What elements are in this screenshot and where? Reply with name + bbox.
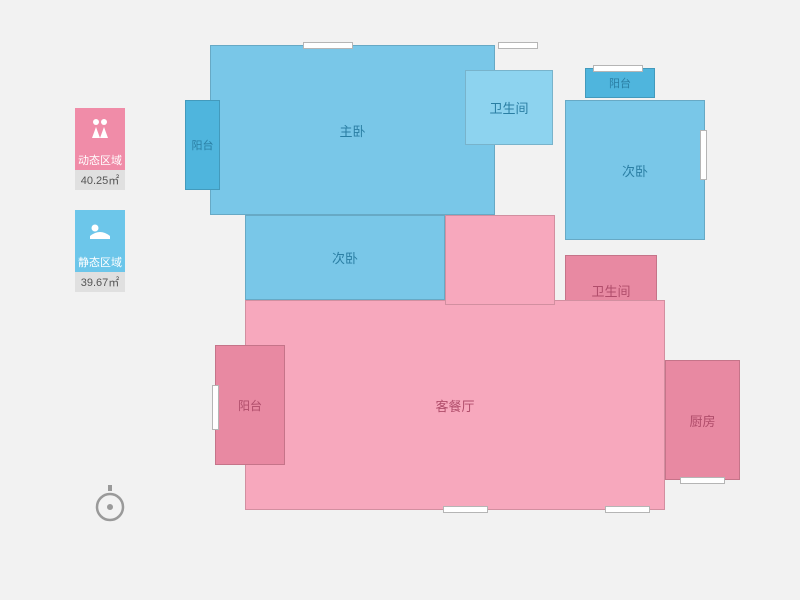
- compass-icon: [95, 485, 125, 525]
- opening: [498, 42, 538, 49]
- opening: [593, 65, 643, 72]
- room-阳台: 阳台: [185, 100, 220, 190]
- room-卫生间: 卫生间: [465, 70, 553, 145]
- opening: [680, 477, 725, 484]
- opening: [605, 506, 650, 513]
- room-客餐厅: 客餐厅: [245, 300, 665, 510]
- room-阳台: 阳台: [215, 345, 285, 465]
- room-阳台: 阳台: [585, 68, 655, 98]
- legend-panel: 动态区域 40.25㎡ 静态区域 39.67㎡: [75, 108, 135, 312]
- opening: [443, 506, 488, 513]
- legend-static-label: 静态区域: [75, 252, 125, 272]
- room-area: [445, 215, 555, 305]
- opening: [700, 130, 707, 180]
- people-icon: [75, 108, 125, 150]
- room-次卧: 次卧: [245, 215, 445, 300]
- legend-static: 静态区域 39.67㎡: [75, 210, 135, 292]
- opening: [303, 42, 353, 49]
- rest-icon: [75, 210, 125, 252]
- opening: [212, 385, 219, 430]
- room-次卧: 次卧: [565, 100, 705, 240]
- room-厨房: 厨房: [665, 360, 740, 480]
- legend-dynamic-value: 40.25㎡: [75, 170, 125, 190]
- legend-dynamic: 动态区域 40.25㎡: [75, 108, 135, 190]
- legend-dynamic-label: 动态区域: [75, 150, 125, 170]
- legend-static-value: 39.67㎡: [75, 272, 125, 292]
- room-主卧: 主卧: [210, 45, 495, 215]
- floorplan: 主卧卫生间阳台阳台次卧次卧卫生间客餐厅阳台厨房: [185, 30, 745, 550]
